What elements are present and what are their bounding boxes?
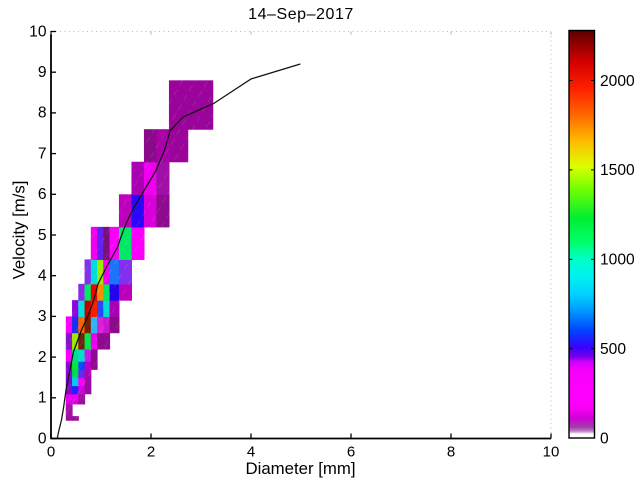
svg-text:7: 7 [38, 145, 47, 162]
svg-text:4: 4 [247, 444, 255, 461]
svg-text:3: 3 [38, 308, 47, 325]
svg-text:9: 9 [38, 64, 47, 81]
svg-text:4: 4 [38, 268, 47, 285]
svg-text:2: 2 [147, 444, 155, 461]
svg-text:1000: 1000 [600, 252, 635, 269]
svg-text:14–Sep–2017: 14–Sep–2017 [248, 6, 354, 23]
svg-text:0: 0 [47, 444, 55, 461]
svg-text:Velocity [m/s]: Velocity [m/s] [9, 181, 28, 280]
svg-text:500: 500 [600, 341, 626, 358]
svg-text:6: 6 [38, 186, 47, 203]
svg-text:10: 10 [543, 444, 560, 461]
svg-text:8: 8 [447, 444, 455, 461]
svg-text:10: 10 [29, 23, 47, 40]
svg-text:6: 6 [347, 444, 355, 461]
svg-text:1: 1 [38, 390, 47, 407]
svg-text:1500: 1500 [600, 162, 635, 179]
svg-text:0: 0 [38, 430, 47, 447]
svg-text:0: 0 [600, 430, 609, 447]
svg-text:2000: 2000 [600, 73, 635, 90]
svg-text:8: 8 [38, 105, 47, 122]
svg-text:Diameter [mm]: Diameter [mm] [245, 459, 355, 478]
svg-text:5: 5 [38, 227, 47, 244]
svg-text:2: 2 [38, 349, 47, 366]
